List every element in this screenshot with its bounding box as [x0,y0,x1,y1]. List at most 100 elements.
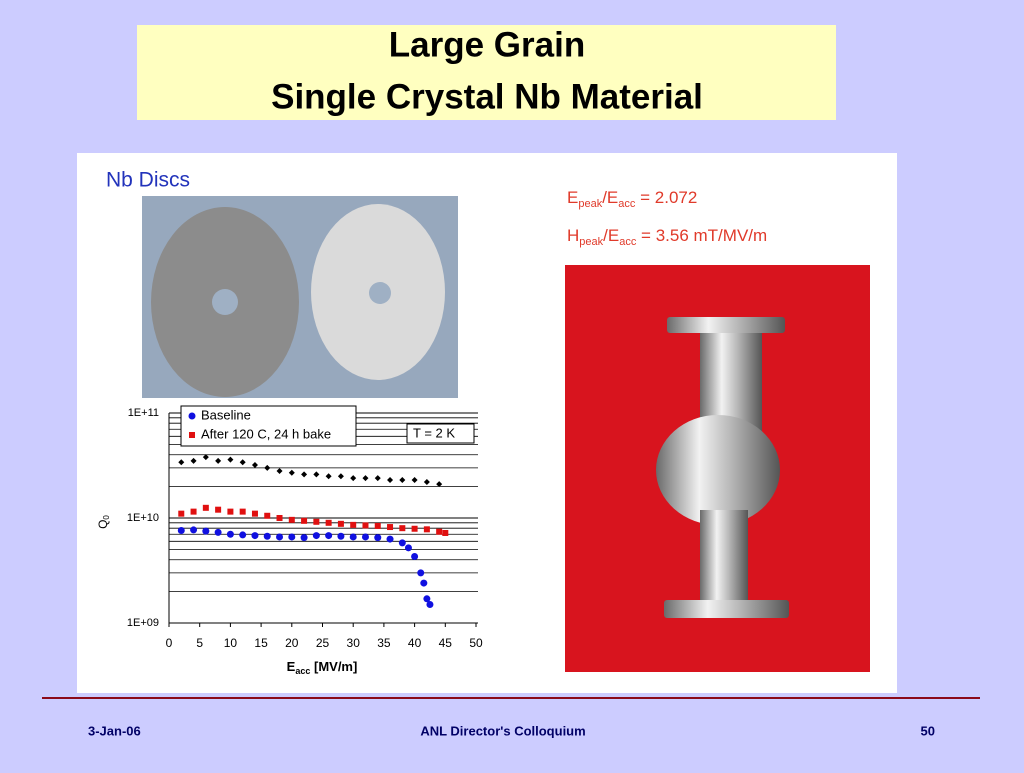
disc-hole [369,282,391,304]
data-point [325,519,332,526]
data-point [426,601,434,609]
x-tick-label: 40 [408,636,422,650]
data-point [239,508,246,515]
text-part: [MV/m] [310,659,357,674]
data-point [313,518,320,525]
data-point [442,529,449,536]
data-point [190,508,197,515]
data-point [190,526,198,534]
data-point [423,526,430,533]
data-point [202,504,209,511]
text-part: /E [603,226,619,245]
data-point [264,512,271,519]
data-point [337,520,344,527]
data-point [337,532,345,540]
data-point [411,525,418,532]
data-point [202,454,209,461]
data-point [374,522,381,529]
data-point [417,569,425,577]
data-point [239,531,247,539]
data-point [387,477,394,484]
data-point [411,477,418,484]
data-point [398,539,406,547]
data-point [189,432,195,438]
data-point [251,510,258,517]
data-point [226,530,234,538]
data-point [325,532,333,540]
text-sub: acc [618,198,636,210]
text-sub: acc [295,666,310,676]
legend-label: Baseline [201,407,251,422]
data-point [276,515,283,521]
data-point [288,533,296,541]
data-point [276,468,283,475]
data-point [374,475,381,482]
y-tick-label: 1E+09 [127,617,159,629]
data-point [288,516,295,523]
title-box [137,25,836,120]
data-point [423,595,431,603]
footer-date: 3-Jan-06 [88,723,141,738]
text-sub: peak [578,198,602,210]
data-point [399,525,406,532]
data-point [313,471,320,478]
y-tick-label: 1E+11 [128,407,159,419]
x-tick-label: 15 [254,636,268,650]
data-point [374,534,382,542]
field-ratio: Hpeak/Eacc = 3.56 mT/MV/m [567,226,767,247]
y-axis-label: Q0 [96,515,111,529]
footer-event: ANL Director's Colloquium [420,723,585,738]
data-point [423,479,430,486]
footer-page: 50 [921,723,935,738]
data-point [251,532,259,540]
data-point [301,471,308,478]
cavity-tube [700,510,748,602]
x-tick-label: 5 [196,636,203,650]
data-point [227,508,234,515]
data-point [399,477,406,484]
text-part: = 2.072 [635,188,697,207]
data-point [251,461,258,468]
data-point [214,528,222,536]
data-point [288,469,295,476]
text-sub: 0 [102,515,111,520]
data-point [350,475,357,482]
y-tick-label: 1E+10 [127,512,159,524]
disc-hole [212,289,238,315]
data-point [301,517,308,524]
data-point [202,527,210,535]
data-point [177,527,185,535]
data-point [178,459,185,466]
text-sub: peak [579,236,603,248]
title-line: Single Crystal Nb Material [271,77,703,116]
data-point [188,412,196,420]
data-point [263,532,271,540]
data-point [350,521,357,528]
text-part: H [567,226,579,245]
data-point [239,459,246,466]
data-point [190,457,197,464]
data-point [436,481,443,488]
data-point [276,533,284,541]
cavity-cell [656,415,780,525]
data-point [361,533,369,541]
x-axis-label: Eacc [MV/m] [287,659,358,676]
legend-box [180,405,357,447]
data-point [411,552,419,560]
data-point [300,534,308,542]
data-point [386,535,394,543]
cavity-flange [667,317,785,333]
text-part: = 3.56 mT/MV/m [636,226,767,245]
x-tick-label: 20 [285,636,299,650]
cavity-flange [664,600,789,618]
x-tick-label: 0 [166,636,173,650]
data-point [215,506,222,513]
data-point [362,522,369,529]
data-point [337,473,344,480]
field-ratio: Epeak/Eacc = 2.072 [567,188,697,209]
x-tick-label: 45 [439,636,453,650]
text-part: E [567,188,578,207]
x-tick-label: 50 [469,636,483,650]
